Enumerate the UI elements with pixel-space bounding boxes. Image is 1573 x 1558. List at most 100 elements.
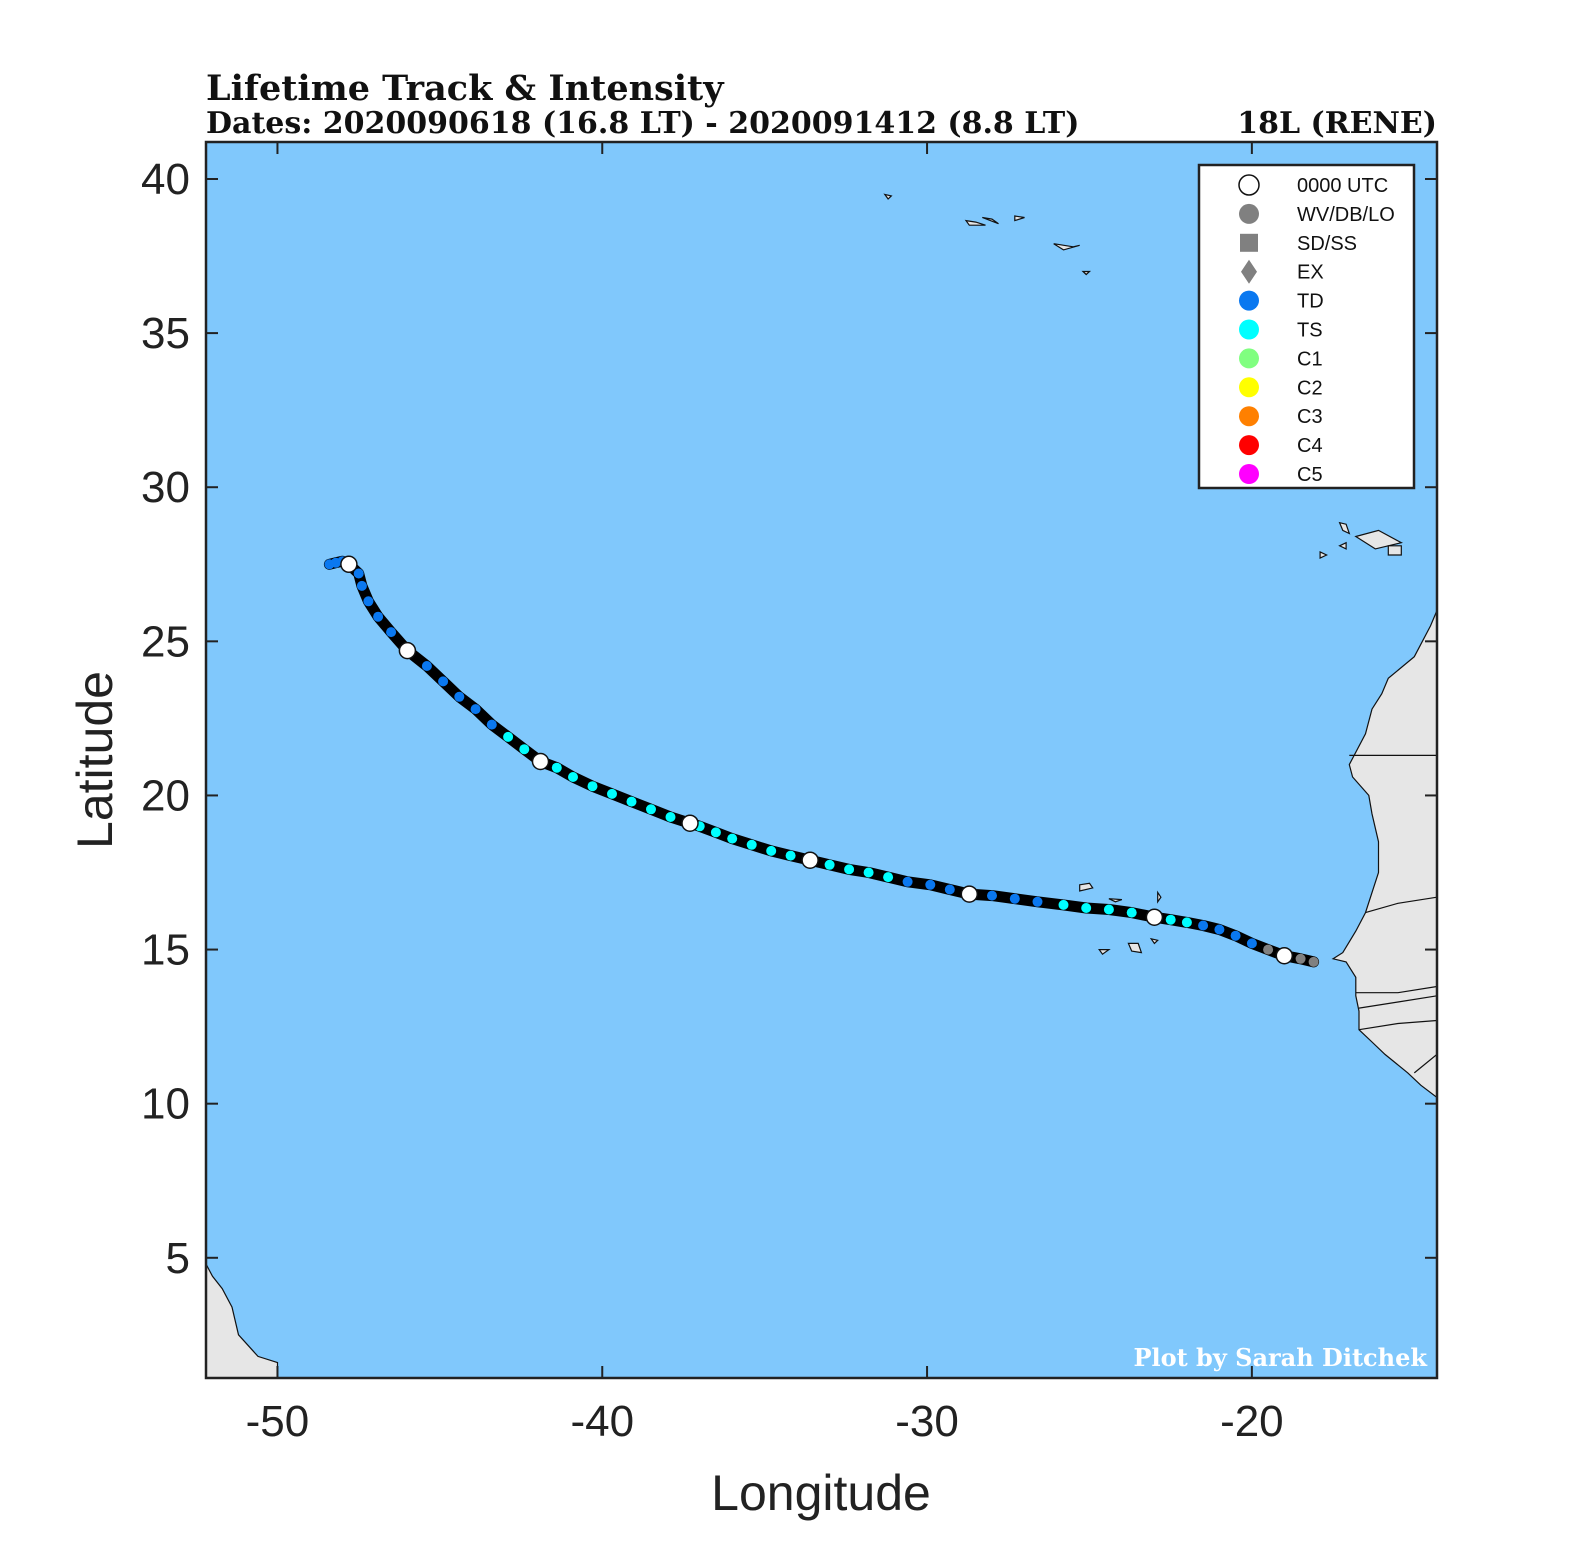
legend-label: C1 [1297,348,1323,370]
land-azores-3 [1053,243,1080,251]
legend-marker-td [1239,290,1259,311]
legend-marker-wv-db-lo [1239,203,1259,224]
y-tick-label: 40 [141,155,190,204]
track-point-td [1214,924,1225,935]
track-point-td [373,611,384,622]
track-point-td [1032,896,1043,907]
track-point-0000-utc [1275,946,1294,965]
track-point-td [421,661,432,671]
track-point-ts [1058,899,1069,910]
x-tick-label: -40 [570,1397,634,1446]
legend-label: C3 [1297,406,1323,428]
track-point-td [902,876,913,887]
legend-marker-c2 [1239,377,1259,398]
track-point-ts [710,827,721,838]
chart-title: Lifetime Track & Intensity [206,68,725,109]
track-point-0000-utc [398,641,417,660]
track-point-td [1230,930,1241,941]
border-gambia-north [1355,985,1437,994]
track-point-lo [1308,956,1319,967]
track-point-td [944,884,955,895]
legend-label: WV/DB/LO [1297,204,1395,226]
track-point-ts [646,804,656,815]
track-point-ts [824,859,835,870]
land-azores-4 [1081,270,1092,276]
track-point-ts [568,772,578,782]
land-azores-5 [883,193,893,200]
legend-marker-c1 [1239,348,1259,369]
track-point-ts [587,781,598,792]
y-tick-label: 25 [141,617,190,666]
track-point-ts [503,731,514,742]
legend-marker-ts [1239,319,1259,340]
track-point-lo [1263,944,1274,955]
track-point-ts [727,833,738,844]
track-point-td [363,596,374,607]
land-west-africa [1331,610,1437,1099]
legend-marker-c5 [1239,464,1259,484]
land-azores-2 [1014,215,1025,222]
track-point-ts [626,796,637,807]
y-tick-label: 15 [141,926,190,975]
track-point-ts [1165,914,1176,925]
track-point-ts [844,864,855,875]
track-point-ts [1081,903,1092,913]
x-axis-label: Longitude [711,1465,931,1521]
land-cape-verde-4 [1127,942,1143,954]
legend-label: TD [1297,291,1324,313]
legend-label: TS [1297,320,1323,342]
track-point-ts [1103,904,1114,915]
legend-label: C5 [1297,464,1323,486]
track-point-td [1246,938,1257,949]
border-layer [1349,754,1437,1074]
track-point-0000-utc [340,555,358,574]
legend-label: EX [1297,262,1324,284]
track-point-td [438,676,449,687]
track-point-ts [519,744,530,755]
storm-id: 18L (RENE) [1237,106,1437,141]
legend-marker-0000-utc [1238,174,1260,196]
track-point-td [1009,893,1020,904]
plot-credit: Plot by Sarah Ditchek [1133,1343,1428,1372]
track-point-0000-utc [801,851,819,869]
track-point-ts [607,788,617,799]
x-tick-label: -50 [246,1397,310,1446]
x-tick-label: -30 [895,1397,959,1446]
track-point-ts [766,845,777,856]
track-point-ts [746,839,757,850]
land-cape-verde-6 [1149,937,1159,945]
track-point-ts [863,867,874,878]
axes-frame [204,140,1439,1380]
track-point-0000-utc [531,752,550,771]
track-point-0000-utc [1145,908,1164,926]
track-point-td [987,890,997,901]
legend-label: SD/SS [1297,233,1357,255]
border-guinea-bissau [1358,1019,1437,1031]
land-cape-verde-1 [1079,882,1094,892]
x-tick-label: -20 [1220,1397,1284,1446]
y-tick-label: 35 [141,309,190,358]
legend-marker-ex [1241,259,1257,284]
border-gambia-south [1358,995,1437,1009]
y-axis-label: Latitude [67,671,123,849]
track-point-ts [785,850,796,861]
track-layer [323,555,1320,968]
track-point-ts [883,872,894,883]
track-point-td [454,691,465,702]
land-cape-verde-2 [1108,898,1123,903]
track-point-td [470,704,481,715]
legend-label: C4 [1297,435,1323,457]
track-point-td [486,719,497,730]
track-point-td [324,559,335,570]
track-point-0000-utc [960,885,979,903]
legend-box [1197,163,1416,490]
track-point-td [356,580,367,591]
border-guinea [1413,1053,1437,1074]
track-point-td [925,879,936,890]
border-senegal-mauritania [1365,896,1437,914]
track-point-td [386,627,397,638]
legend-marker-c4 [1239,435,1259,456]
track-point-0000-utc [681,814,699,832]
y-tick-label: 10 [141,1080,190,1129]
